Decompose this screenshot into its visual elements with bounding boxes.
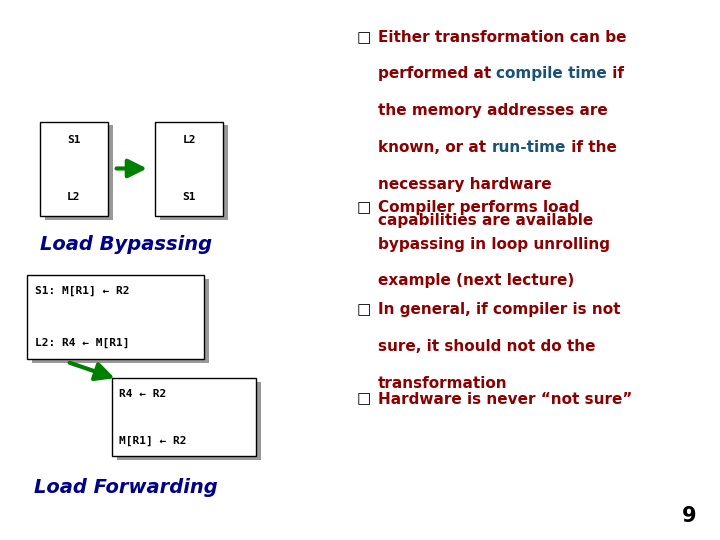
FancyBboxPatch shape bbox=[155, 122, 223, 216]
FancyBboxPatch shape bbox=[160, 125, 228, 220]
FancyBboxPatch shape bbox=[117, 382, 261, 460]
Text: □: □ bbox=[356, 30, 371, 45]
FancyBboxPatch shape bbox=[27, 275, 204, 359]
FancyBboxPatch shape bbox=[45, 125, 113, 220]
Text: run-time: run-time bbox=[491, 140, 566, 155]
Text: necessary hardware: necessary hardware bbox=[378, 177, 552, 192]
Text: L2: R4 ← M[R1]: L2: R4 ← M[R1] bbox=[35, 338, 129, 348]
Text: □: □ bbox=[356, 392, 371, 407]
Text: the memory addresses are: the memory addresses are bbox=[378, 103, 608, 118]
Text: In general, if compiler is not: In general, if compiler is not bbox=[378, 302, 621, 318]
FancyBboxPatch shape bbox=[112, 378, 256, 456]
Text: S1: M[R1] ← R2: S1: M[R1] ← R2 bbox=[35, 286, 129, 296]
Text: compile time: compile time bbox=[497, 66, 607, 82]
Text: S1: S1 bbox=[182, 192, 196, 202]
FancyBboxPatch shape bbox=[32, 279, 209, 363]
Text: known, or at: known, or at bbox=[378, 140, 491, 155]
Text: Either transformation can be: Either transformation can be bbox=[378, 30, 626, 45]
Text: if the: if the bbox=[566, 140, 616, 155]
Text: L2: L2 bbox=[67, 192, 81, 202]
Text: 9: 9 bbox=[683, 507, 697, 526]
Text: Hardware is never “not sure”: Hardware is never “not sure” bbox=[378, 392, 632, 407]
Text: if: if bbox=[607, 66, 624, 82]
Text: bypassing in loop unrolling: bypassing in loop unrolling bbox=[378, 237, 610, 252]
Text: sure, it should not do the: sure, it should not do the bbox=[378, 339, 595, 354]
Text: capabilities are available: capabilities are available bbox=[378, 213, 593, 228]
Text: M[R1] ← R2: M[R1] ← R2 bbox=[119, 435, 186, 445]
FancyBboxPatch shape bbox=[40, 122, 108, 216]
Text: L2: L2 bbox=[182, 135, 196, 145]
Text: example (next lecture): example (next lecture) bbox=[378, 273, 575, 288]
Text: performed at: performed at bbox=[378, 66, 497, 82]
Text: Load Bypassing: Load Bypassing bbox=[40, 235, 212, 254]
Text: Compiler performs load: Compiler performs load bbox=[378, 200, 580, 215]
Text: □: □ bbox=[356, 302, 371, 318]
Text: S1: S1 bbox=[67, 135, 81, 145]
Text: Load Forwarding: Load Forwarding bbox=[34, 478, 218, 497]
Text: □: □ bbox=[356, 200, 371, 215]
Text: R4 ← R2: R4 ← R2 bbox=[119, 389, 166, 399]
Text: transformation: transformation bbox=[378, 376, 508, 391]
